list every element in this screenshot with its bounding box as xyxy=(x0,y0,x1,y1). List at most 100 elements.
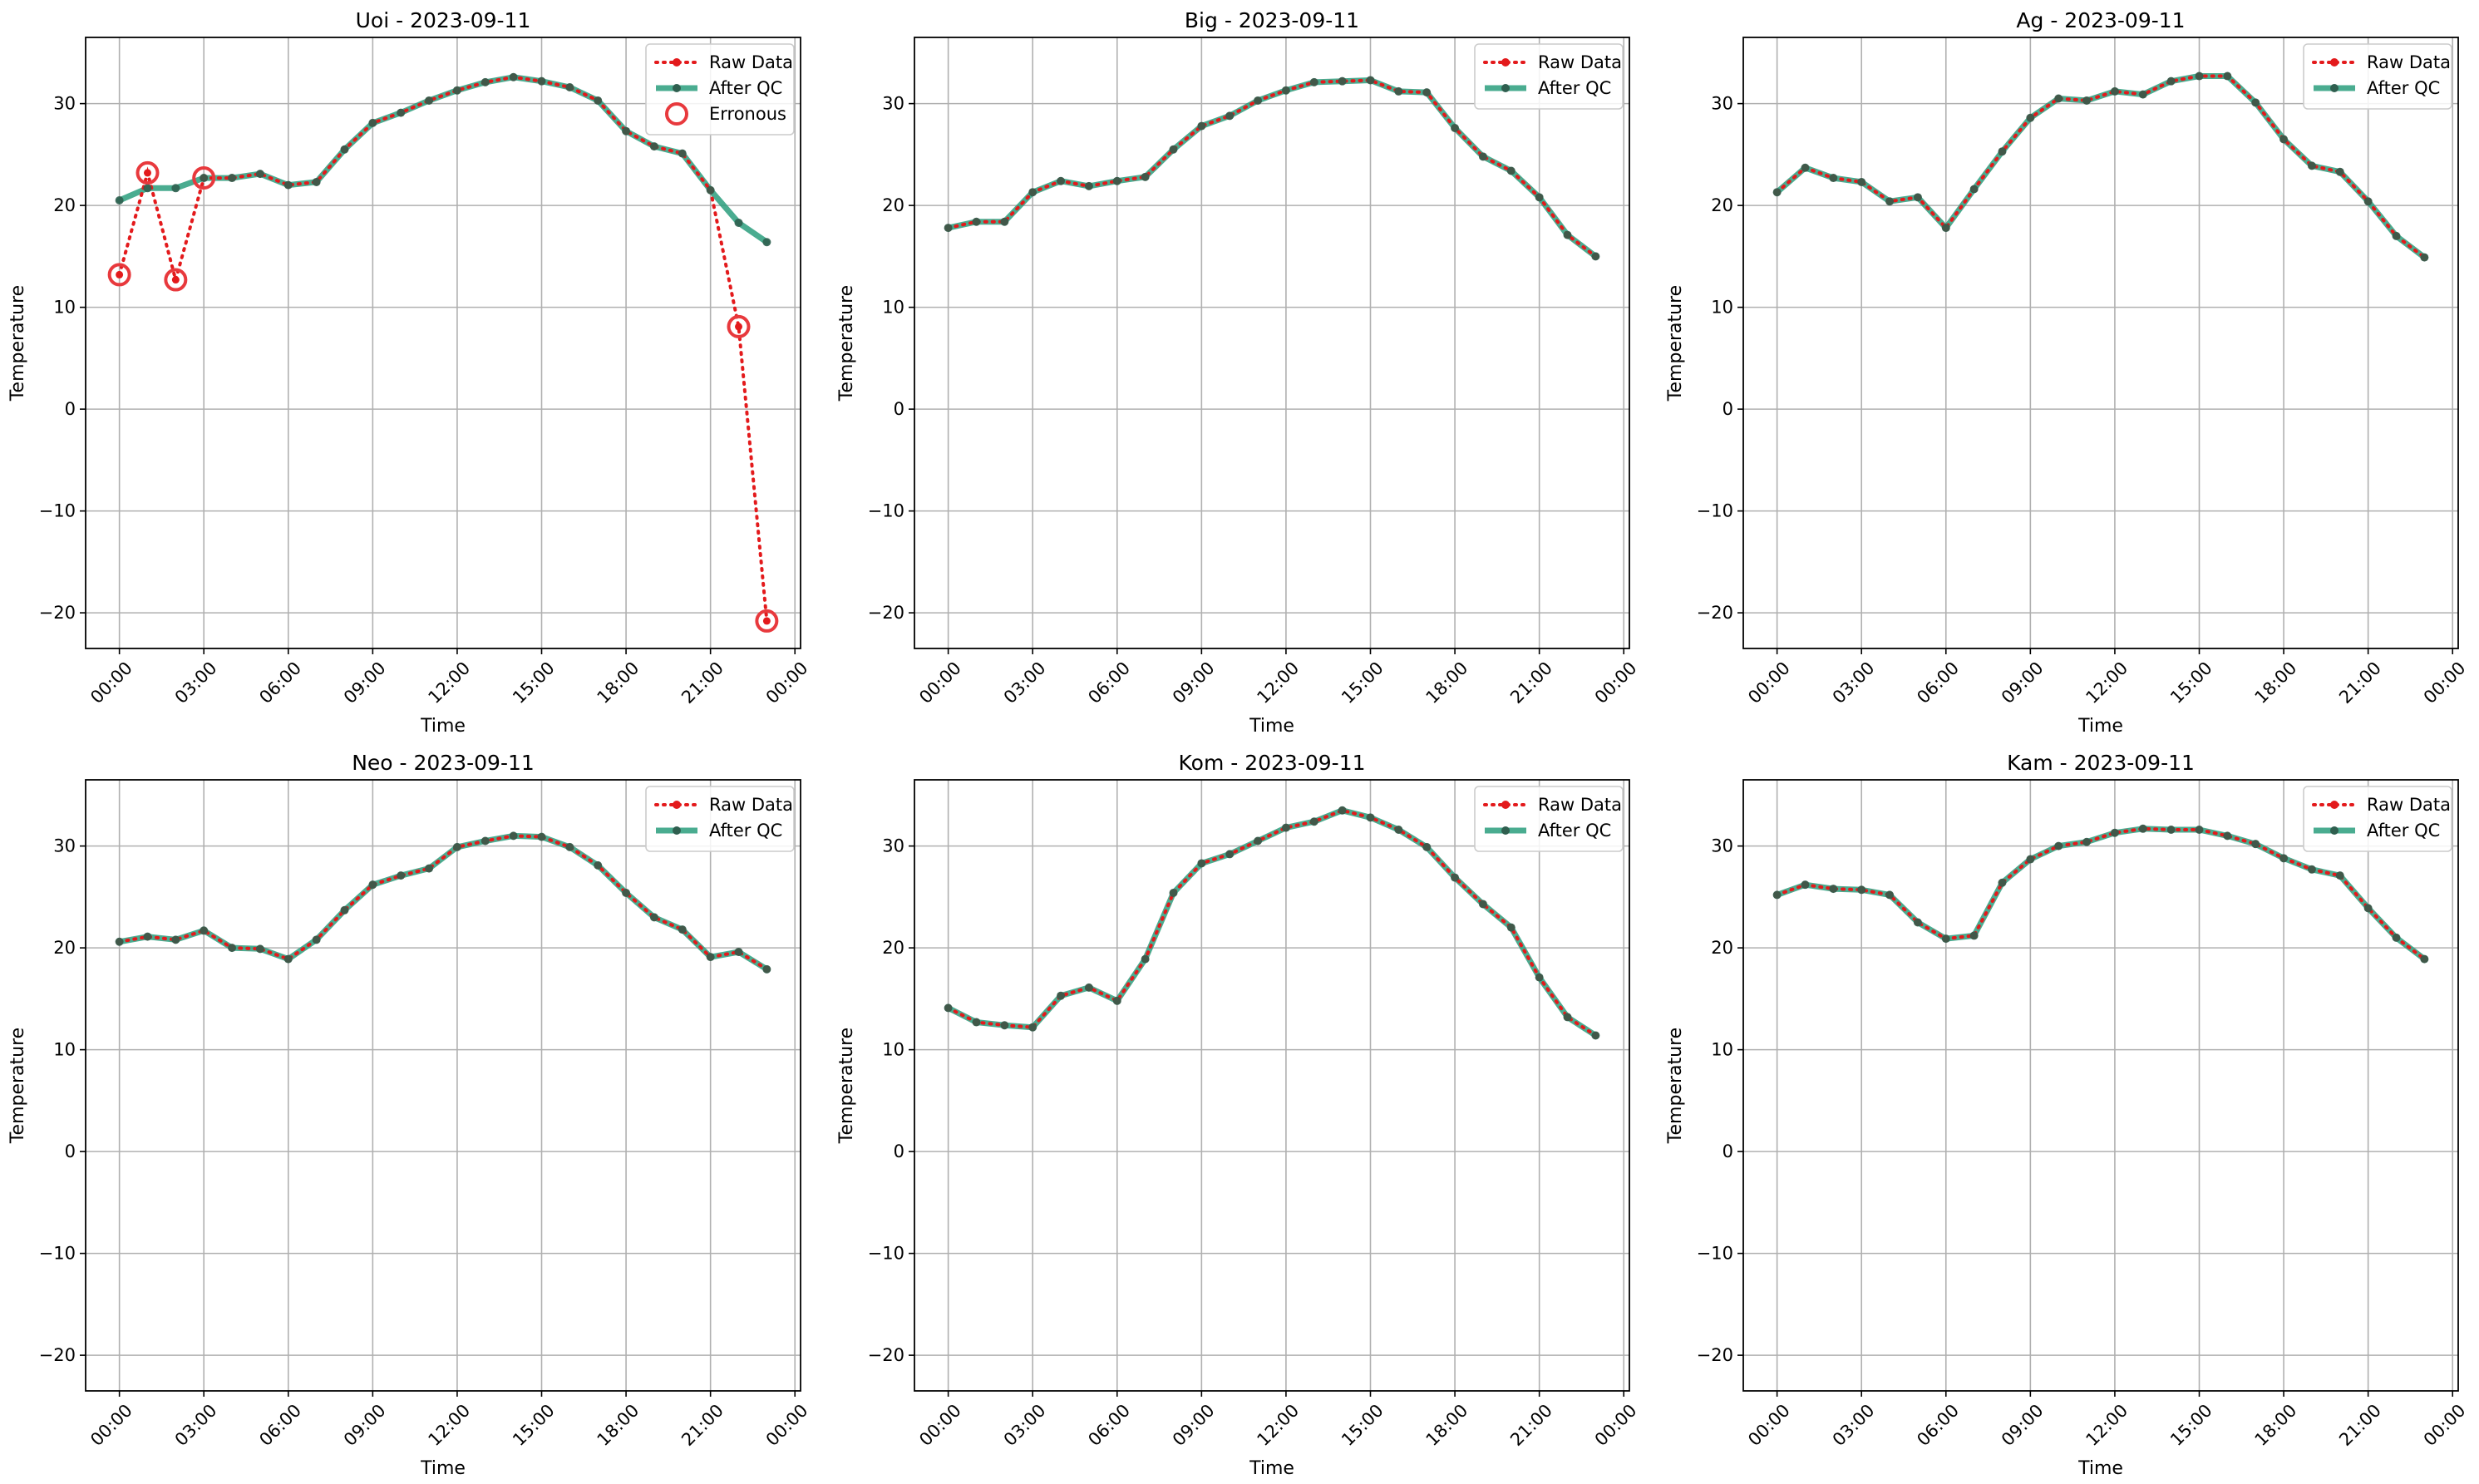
after-qc-point xyxy=(1885,890,1895,900)
after-qc-point xyxy=(1084,181,1093,190)
y-tick-label: −10 xyxy=(1697,1244,1733,1264)
x-tick-label: 03:00 xyxy=(171,1400,221,1450)
x-tick-label: 12:00 xyxy=(424,1400,474,1450)
after-qc-point xyxy=(2138,90,2147,99)
x-tick-label: 21:00 xyxy=(678,1400,727,1450)
x-tick-label: 15:00 xyxy=(509,658,559,707)
after-qc-point xyxy=(1338,806,1347,815)
erroneous-marker xyxy=(192,166,216,190)
after-qc-point xyxy=(1506,166,1515,175)
after-qc-point xyxy=(1563,1013,1572,1022)
x-tick-label: 03:00 xyxy=(1000,658,1050,707)
after-qc-point xyxy=(2054,94,2063,103)
x-tick-label: 06:00 xyxy=(1913,1400,1963,1450)
y-tick-label: 20 xyxy=(882,195,904,215)
after-qc-point xyxy=(622,126,631,136)
after-qc-point xyxy=(1998,147,2007,156)
after-qc-point xyxy=(2082,96,2092,105)
y-tick-label: 20 xyxy=(53,938,76,958)
after-qc-point xyxy=(1394,86,1403,96)
chart-title: Kom - 2023-09-11 xyxy=(1179,751,1366,775)
after-qc-point xyxy=(255,944,264,954)
after-qc-point xyxy=(678,925,687,934)
after-qc-point xyxy=(481,77,490,86)
legend: Raw Data After QC xyxy=(1474,786,1624,852)
after-qc-point xyxy=(1422,842,1432,851)
after-qc-point xyxy=(734,948,743,957)
legend-label: Raw Data xyxy=(2367,52,2451,72)
y-tick-label: −20 xyxy=(868,603,904,623)
after-qc-point xyxy=(1141,172,1150,181)
y-tick-label: 0 xyxy=(65,1141,76,1161)
y-tick-label: 20 xyxy=(1711,195,1733,215)
after-qc-point xyxy=(425,864,434,873)
after-qc-point xyxy=(2335,871,2344,880)
y-tick-label: −10 xyxy=(868,1244,904,1264)
y-tick-label: −10 xyxy=(39,1244,76,1264)
legend-raw-marker xyxy=(673,58,681,67)
legend-raw-marker xyxy=(2330,58,2339,67)
erroneous-marker xyxy=(755,609,779,633)
y-tick-label: 0 xyxy=(894,1141,904,1161)
legend-label: Raw Data xyxy=(2367,795,2451,815)
after-qc-point xyxy=(649,142,658,151)
after-qc-point xyxy=(312,177,321,186)
after-qc-point xyxy=(2026,855,2035,864)
after-qc-point xyxy=(2138,824,2147,833)
after-qc-point xyxy=(283,180,293,190)
raw-data-point xyxy=(171,276,180,284)
x-tick-label: 12:00 xyxy=(2082,658,2132,707)
y-tick-label: 10 xyxy=(1711,298,1733,318)
after-qc-point xyxy=(2420,253,2429,262)
after-qc-point xyxy=(2166,76,2176,86)
y-tick-label: −10 xyxy=(1697,501,1733,521)
raw-data-series-line xyxy=(117,75,769,623)
x-tick-label: 09:00 xyxy=(340,658,390,707)
x-tick-label: 00:00 xyxy=(762,658,812,707)
y-tick-label: −20 xyxy=(868,1345,904,1365)
after-qc-point xyxy=(171,184,180,193)
after-qc-point xyxy=(1451,124,1460,133)
after-qc-point xyxy=(944,1003,953,1013)
legend-label: After QC xyxy=(709,821,782,841)
after-qc-point xyxy=(762,238,771,247)
after-qc-point xyxy=(1057,176,1066,185)
after-qc-point xyxy=(2307,161,2316,170)
x-tick-label: 18:00 xyxy=(2251,1400,2301,1450)
after-qc-point xyxy=(1254,96,1263,105)
x-tick-label: 03:00 xyxy=(171,658,221,707)
y-tick-label: 0 xyxy=(1722,399,1733,419)
after-qc-point xyxy=(171,935,180,944)
y-tick-label: 30 xyxy=(882,836,904,856)
raw-data-point xyxy=(735,323,743,331)
legend-box xyxy=(2303,43,2452,110)
raw-data-series-line xyxy=(1775,74,2427,259)
after-qc-point xyxy=(1451,873,1460,882)
y-tick-label: 20 xyxy=(53,195,76,215)
after-qc-point xyxy=(1169,145,1178,154)
after-qc-point xyxy=(706,185,715,195)
legend: Raw Data After QC xyxy=(1474,43,1624,110)
after-qc-point xyxy=(143,932,152,941)
after-qc-point xyxy=(143,184,152,193)
after-qc-point xyxy=(1254,836,1263,846)
legend-erroneous-marker xyxy=(665,102,688,126)
after-qc-point xyxy=(1197,859,1206,868)
y-tick-label: 0 xyxy=(894,399,904,419)
after-qc-point xyxy=(509,72,518,81)
after-qc-point xyxy=(1772,188,1782,197)
legend: Raw Data After QC xyxy=(2303,43,2452,110)
plot-frame xyxy=(85,779,801,1392)
after-qc-point xyxy=(1084,983,1093,992)
x-tick-label: 00:00 xyxy=(1591,1400,1641,1450)
after-qc-point xyxy=(1169,888,1178,897)
after-qc-point xyxy=(649,913,658,922)
after-qc-point xyxy=(944,224,953,233)
x-axis-label: Time xyxy=(1249,1458,1294,1479)
after-qc-point xyxy=(425,96,434,105)
erroneous-marker xyxy=(107,263,131,287)
after-qc-point xyxy=(1885,197,1895,206)
raw-data-series-line xyxy=(117,834,769,971)
y-tick-label: −10 xyxy=(39,501,76,521)
